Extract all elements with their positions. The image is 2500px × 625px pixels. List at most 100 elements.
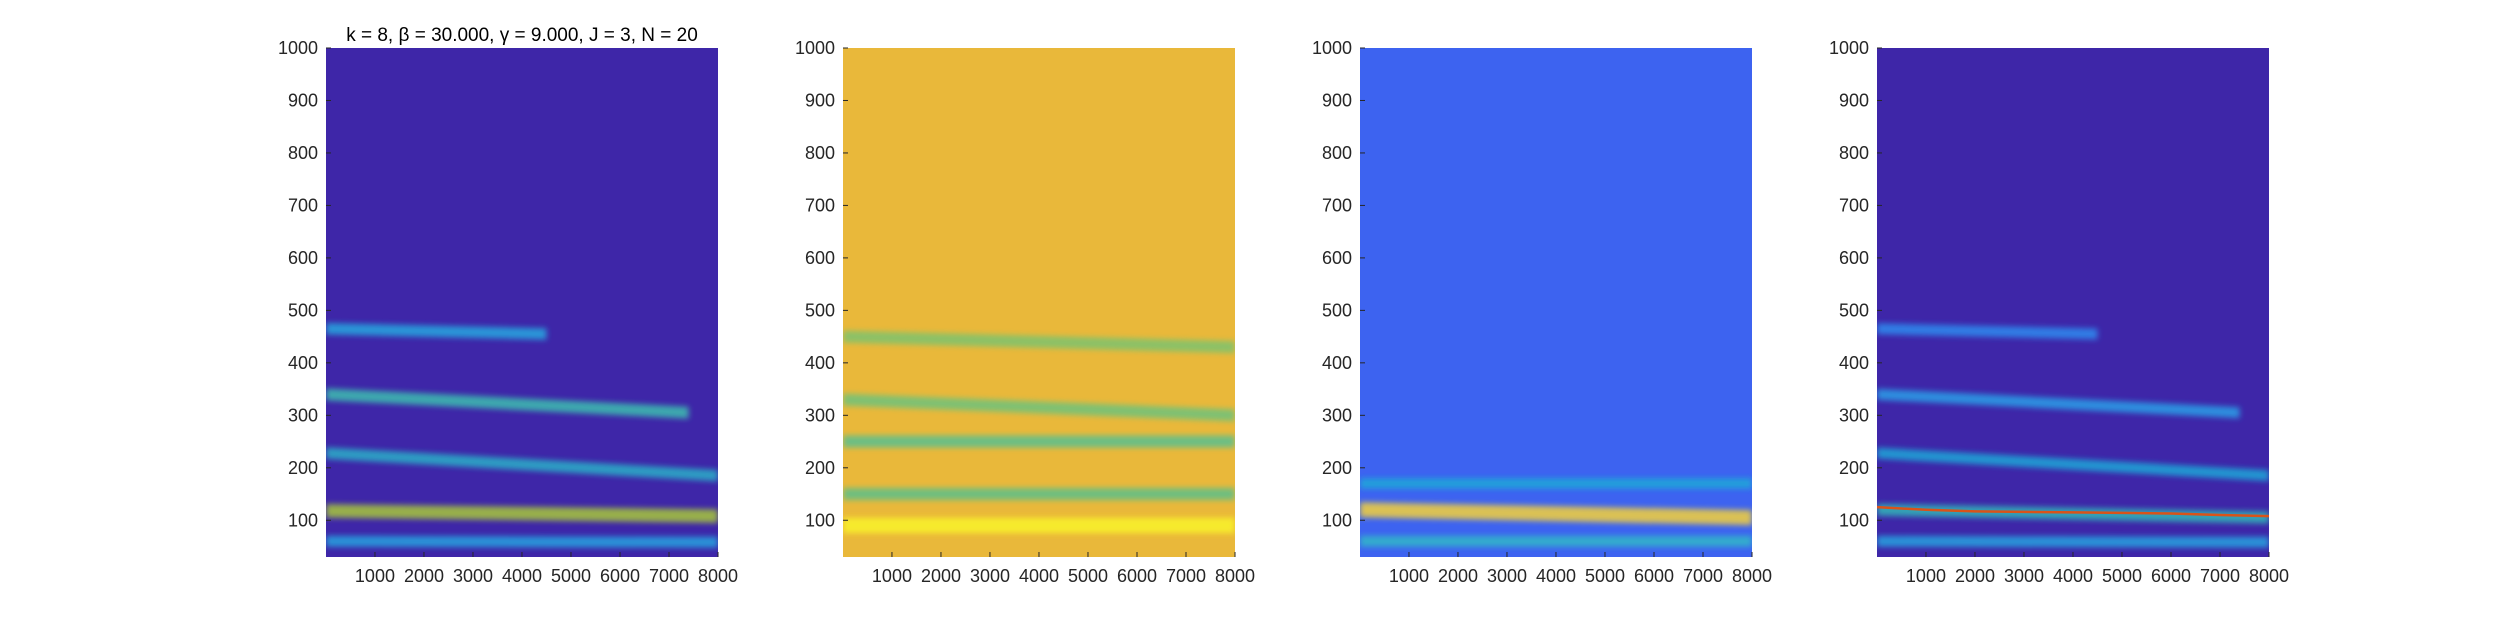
y-tick-label: 200 [1322, 458, 1352, 478]
y-tick-label: 300 [288, 405, 318, 425]
heatmap-band [843, 435, 1235, 448]
x-tick-label: 1000 [1906, 566, 1946, 586]
x-tick-label: 6000 [1634, 566, 1674, 586]
y-tick-label: 100 [1322, 510, 1352, 530]
heatmap-band [843, 330, 1235, 354]
y-tick-label: 300 [1322, 405, 1352, 425]
spectrogram-panel-1: 100 200 300 400 500 600 700 800 900 1000 1000 2000 3… [278, 25, 738, 586]
heatmap-background [843, 48, 1235, 557]
y-tick-label: 600 [805, 248, 835, 268]
x-tick-label: 2000 [1955, 566, 1995, 586]
y-tick-label: 700 [288, 195, 318, 215]
x-tick-label: 3000 [1487, 566, 1527, 586]
y-tick-label: 500 [1839, 300, 1869, 320]
y-tick-label: 700 [1322, 195, 1352, 215]
y-tick-label: 800 [805, 143, 835, 163]
y-tick-label: 100 [288, 510, 318, 530]
heatmap-background [1360, 48, 1752, 557]
y-tick-label: 1000 [1312, 38, 1352, 58]
heatmap-band [1360, 478, 1752, 489]
x-tick-label: 5000 [1068, 566, 1108, 586]
x-tick-label: 5000 [551, 566, 591, 586]
heatmap-background [1877, 48, 2269, 557]
x-tick-label: 6000 [1117, 566, 1157, 586]
y-tick-label: 1000 [795, 38, 835, 58]
heatmap-band [1360, 502, 1752, 526]
y-tick-label: 100 [805, 510, 835, 530]
y-tick-label: 600 [288, 248, 318, 268]
x-tick-label: 3000 [453, 566, 493, 586]
axes: 100 200 300 400 500 600 700 800 900 1000 1000 2000 3… [1312, 38, 1772, 586]
y-tick-label: 800 [1839, 143, 1869, 163]
x-tick-label: 2000 [921, 566, 961, 586]
y-tick-label: 400 [288, 353, 318, 373]
x-tick-label: 6000 [600, 566, 640, 586]
heatmap-band [843, 517, 1235, 534]
x-tick-label: 4000 [1019, 566, 1059, 586]
y-tick-label: 300 [1839, 405, 1869, 425]
x-tick-label: 8000 [1732, 566, 1772, 586]
y-tick-label: 400 [1839, 353, 1869, 373]
axes: 100 200 300 400 500 600 700 800 900 1000 1000 2000 3… [1829, 38, 2289, 586]
x-tick-label: 8000 [2249, 566, 2289, 586]
axes: 100 200 300 400 500 600 700 800 900 1000 1000 2000 3… [278, 38, 738, 586]
y-tick-label: 800 [288, 143, 318, 163]
spectrogram-panel-3: 100 200 300 400 500 600 700 800 900 1000 1000 2000 3… [1312, 38, 1772, 586]
heatmap-band [326, 322, 547, 340]
subplot-grid: 100 200 300 400 500 600 700 800 900 1000 1000 2000 3… [278, 25, 2289, 586]
spectrogram-panel-4: 100 200 300 400 500 600 700 800 900 1000 1000 2000 3… [1829, 38, 2289, 586]
spectrogram-panel-2: 100 200 300 400 500 600 700 800 900 1000 1000 2000 3… [795, 38, 1255, 586]
x-tick-label: 5000 [2102, 566, 2142, 586]
heatmap-bands [326, 322, 718, 548]
y-tick-label: 700 [805, 195, 835, 215]
y-tick-label: 900 [1322, 90, 1352, 110]
x-tick-label: 5000 [1585, 566, 1625, 586]
y-tick-label: 1000 [278, 38, 318, 58]
heatmap-band [1877, 447, 2269, 482]
x-tick-label: 3000 [970, 566, 1010, 586]
heatmap-band [1360, 535, 1752, 547]
panel-title: k = 8, β = 30.000, γ = 9.000, J = 3, N =… [346, 25, 698, 46]
axes: 100 200 300 400 500 600 700 800 900 1000 1000 2000 3… [795, 38, 1255, 586]
y-tick-label: 100 [1839, 510, 1869, 530]
y-tick-label: 1000 [1829, 38, 1869, 58]
x-tick-label: 2000 [404, 566, 444, 586]
heatmap-band [326, 504, 718, 523]
heatmap-band [843, 393, 1235, 422]
x-tick-label: 1000 [355, 566, 395, 586]
heatmap-bands [1360, 478, 1752, 547]
y-tick-label: 900 [805, 90, 835, 110]
y-tick-label: 600 [1839, 248, 1869, 268]
heatmap-band [843, 488, 1235, 501]
x-tick-label: 1000 [1389, 566, 1429, 586]
heatmap-band [326, 535, 718, 548]
x-tick-label: 3000 [2004, 566, 2044, 586]
x-tick-label: 7000 [649, 566, 689, 586]
x-tick-label: 7000 [1166, 566, 1206, 586]
heatmap-band [326, 447, 718, 482]
ridge-line [1877, 505, 2269, 518]
heatmap-band [1877, 503, 2269, 524]
heatmap-band [326, 388, 689, 419]
y-tick-label: 200 [805, 458, 835, 478]
y-tick-label: 500 [288, 300, 318, 320]
x-tick-label: 4000 [2053, 566, 2093, 586]
heatmap-band [1877, 535, 2269, 548]
heatmap-band [1877, 323, 2098, 340]
y-tick-label: 200 [288, 458, 318, 478]
y-tick-label: 400 [1322, 353, 1352, 373]
y-tick-label: 400 [805, 353, 835, 373]
y-tick-label: 600 [1322, 248, 1352, 268]
x-tick-label: 8000 [1215, 566, 1255, 586]
y-tick-label: 900 [1839, 90, 1869, 110]
y-tick-label: 800 [1322, 143, 1352, 163]
heatmap-bands [1877, 323, 2269, 548]
heatmap-background [326, 48, 718, 557]
x-tick-label: 8000 [698, 566, 738, 586]
y-tick-label: 200 [1839, 458, 1869, 478]
x-tick-label: 6000 [2151, 566, 2191, 586]
x-tick-label: 4000 [502, 566, 542, 586]
x-tick-label: 7000 [1683, 566, 1723, 586]
y-tick-label: 900 [288, 90, 318, 110]
